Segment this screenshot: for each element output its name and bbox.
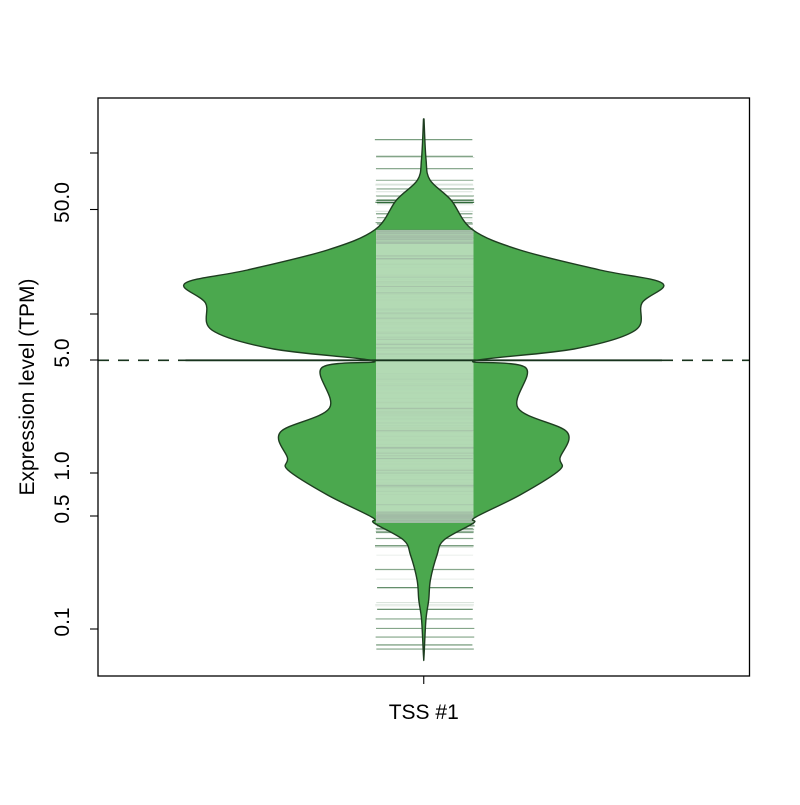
svg-text:Expression level (TPM): Expression level (TPM) [16,278,39,495]
svg-text:1.0: 1.0 [51,451,74,480]
svg-text:TSS #1: TSS #1 [389,701,459,724]
svg-text:50.0: 50.0 [51,182,74,223]
svg-text:0.1: 0.1 [51,607,74,636]
svg-text:0.5: 0.5 [51,494,74,523]
svg-text:5.0: 5.0 [51,338,74,367]
